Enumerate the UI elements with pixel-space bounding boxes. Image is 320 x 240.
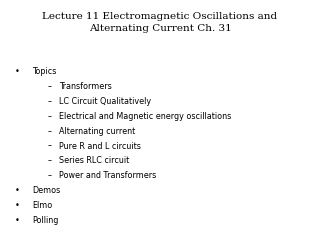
Text: –: – xyxy=(48,171,52,180)
Text: –: – xyxy=(48,97,52,106)
Text: Elmo: Elmo xyxy=(32,201,52,210)
Text: –: – xyxy=(48,82,52,91)
Text: Pure R and L circuits: Pure R and L circuits xyxy=(59,142,141,151)
Text: Electrical and Magnetic energy oscillations: Electrical and Magnetic energy oscillati… xyxy=(59,112,231,121)
Text: •: • xyxy=(15,186,20,195)
Text: LC Circuit Qualitatively: LC Circuit Qualitatively xyxy=(59,97,151,106)
Text: Lecture 11 Electromagnetic Oscillations and
Alternating Current Ch. 31: Lecture 11 Electromagnetic Oscillations … xyxy=(43,12,277,33)
Text: •: • xyxy=(15,216,20,225)
Text: Polling: Polling xyxy=(32,216,58,225)
Text: –: – xyxy=(48,127,52,136)
Text: Series RLC circuit: Series RLC circuit xyxy=(59,156,130,166)
Text: –: – xyxy=(48,112,52,121)
Text: Power and Transformers: Power and Transformers xyxy=(59,171,156,180)
Text: –: – xyxy=(48,142,52,151)
Text: •: • xyxy=(15,201,20,210)
Text: –: – xyxy=(48,156,52,166)
Text: •: • xyxy=(15,67,20,76)
Text: Demos: Demos xyxy=(32,186,60,195)
Text: Alternating current: Alternating current xyxy=(59,127,135,136)
Text: Transformers: Transformers xyxy=(59,82,112,91)
Text: Topics: Topics xyxy=(32,67,56,76)
